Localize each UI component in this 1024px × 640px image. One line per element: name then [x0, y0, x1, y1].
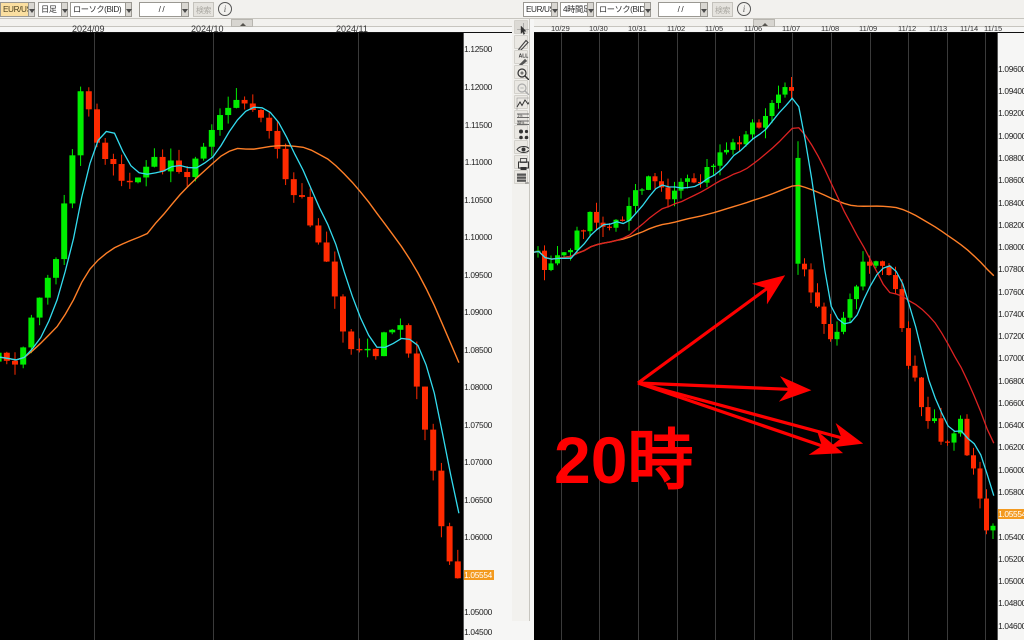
svg-text:ALL: ALL — [518, 54, 528, 60]
svg-text:1%: 1% — [517, 114, 522, 118]
